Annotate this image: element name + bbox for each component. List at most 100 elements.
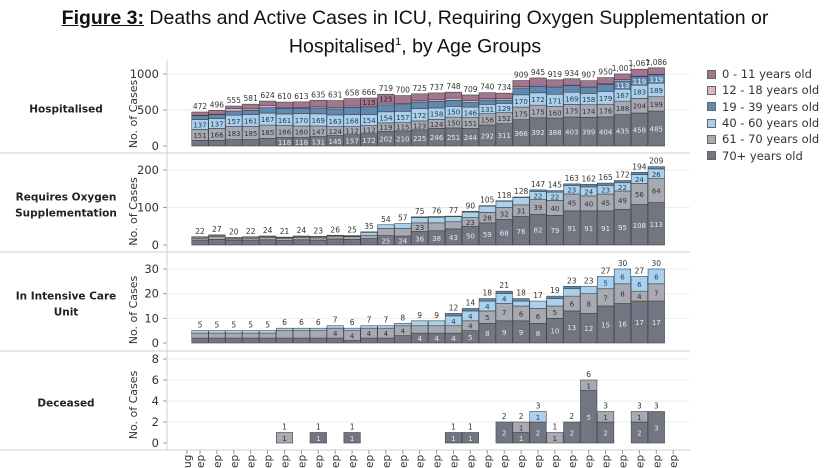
- legend-swatch: [707, 118, 716, 128]
- legend-item-12-18: 12 - 18 years old: [707, 82, 819, 98]
- bar-segment-12-18: [444, 97, 463, 101]
- x-tick-label: ep: [212, 455, 224, 468]
- bar-segment-0-11: [647, 67, 665, 75]
- segment-label: 157: [227, 118, 240, 126]
- bar-segment-0-11: [613, 73, 632, 80]
- segment-label: 170: [295, 117, 308, 125]
- total-label: 27: [601, 266, 611, 275]
- y-axis-label: No. of Cases: [127, 275, 140, 344]
- bar-segment-70-plus: [242, 139, 260, 147]
- segment-label: 175: [531, 108, 544, 116]
- segment-label: 1: [468, 435, 472, 443]
- x-tick-label: ep: [381, 455, 393, 468]
- segment-label: 45: [567, 199, 576, 207]
- row-label: Hospitalised: [29, 104, 103, 116]
- segment-label: 4: [485, 303, 490, 311]
- bar-segment-19-39: [343, 107, 361, 115]
- x-tick-label: ep: [550, 455, 562, 468]
- bar-segment-61-70: [360, 234, 378, 239]
- bar-segment-40-60: [444, 216, 463, 223]
- segment-label: 2: [536, 430, 540, 438]
- segment-label: 16: [618, 320, 627, 328]
- bar-segment-0-11: [191, 111, 209, 116]
- bar-segment-19-39: [512, 298, 530, 302]
- segment-label: 388: [548, 129, 561, 137]
- segment-label: 171: [548, 97, 561, 105]
- legend-label: 0 - 11 years old: [722, 67, 812, 82]
- segment-label: 5: [553, 309, 557, 317]
- bar-segment-40-60: [292, 327, 310, 331]
- bar-segment-61-70: [428, 325, 446, 334]
- bar-segment-19-39: [225, 237, 243, 239]
- bar-segment-19-39: [191, 236, 209, 238]
- total-label: 624: [260, 91, 275, 100]
- bar-segment-19-39: [478, 205, 496, 207]
- total-label: 1,067: [629, 59, 651, 68]
- x-tick-label: ep: [195, 455, 207, 468]
- bar-segment-19-39: [647, 166, 665, 170]
- segment-label: 15: [601, 322, 610, 330]
- segment-label: 131: [481, 106, 494, 114]
- segment-label: 151: [193, 132, 206, 140]
- bar-segment-0-11: [478, 92, 496, 99]
- total-label: 118: [497, 191, 512, 200]
- segment-label: 6: [654, 273, 659, 281]
- total-label: 1: [553, 423, 558, 432]
- segment-label: 9: [502, 329, 506, 337]
- bar-segment-19-39: [275, 236, 294, 238]
- legend-item-19-39: 19 - 39 years old: [707, 99, 819, 115]
- total-label: 945: [531, 68, 546, 77]
- segment-label: 1: [519, 435, 523, 443]
- bar-segment-19-39: [563, 183, 581, 186]
- segment-label: 150: [447, 120, 460, 128]
- segment-label: 2: [570, 430, 574, 438]
- total-label: 21: [280, 227, 290, 236]
- total-label: 54: [381, 215, 391, 224]
- bar-segment-19-39: [191, 115, 209, 120]
- total-label: 165: [598, 173, 613, 182]
- segment-label: 5: [603, 280, 607, 288]
- total-label: 2: [519, 412, 524, 421]
- total-label: 3: [637, 402, 642, 411]
- segment-label: 25: [381, 237, 390, 245]
- segment-label: 113: [650, 221, 663, 229]
- total-label: 3: [603, 402, 608, 411]
- legend-label: 70+ years old: [722, 148, 803, 163]
- segment-label: 145: [329, 138, 342, 146]
- x-tick-label: ep: [229, 455, 241, 468]
- bar-segment-19-39: [292, 235, 310, 237]
- bar-segment-40-60: [546, 298, 564, 307]
- segment-label: 22: [618, 184, 627, 192]
- bar-segment-61-70: [326, 236, 344, 240]
- x-tick-label: ep: [330, 455, 342, 468]
- legend-item-40-60: 40 - 60 years old: [707, 115, 819, 131]
- y-tick-label: 6: [152, 373, 159, 387]
- segment-label: 1: [553, 435, 557, 443]
- segment-label: 172: [362, 137, 375, 145]
- bar-segment-40-60: [242, 330, 260, 334]
- total-label: 35: [364, 222, 374, 231]
- bar-segment-61-70: [597, 411, 615, 423]
- legend-swatch: [707, 151, 716, 161]
- segment-label: 160: [548, 109, 561, 117]
- bar-segment-61-70: [343, 236, 361, 240]
- legend: 0 - 11 years old 12 - 18 years old 19 - …: [707, 66, 819, 164]
- x-tick-label: ep: [432, 455, 444, 468]
- segment-label: 112: [345, 128, 358, 136]
- bar-segment-0-11: [208, 109, 226, 115]
- bar-segment-0-11: [242, 103, 260, 110]
- segment-label: 17: [652, 319, 661, 327]
- total-label: 5: [215, 321, 220, 330]
- bar-segment-12-18: [225, 108, 243, 112]
- bar-segment-19-39: [563, 85, 581, 93]
- bar-segment-0-11: [444, 91, 463, 99]
- bar-segment-19-39: [529, 86, 547, 94]
- total-label: 666: [362, 88, 377, 97]
- legend-swatch: [707, 102, 716, 112]
- bar-segment-61-70: [275, 432, 294, 444]
- bar-segment-40-60: [630, 276, 648, 292]
- segment-label: 10: [550, 328, 559, 336]
- bar-segment-40-60: [360, 231, 378, 236]
- segment-label: 152: [498, 115, 511, 123]
- total-label: 1,001: [612, 64, 634, 73]
